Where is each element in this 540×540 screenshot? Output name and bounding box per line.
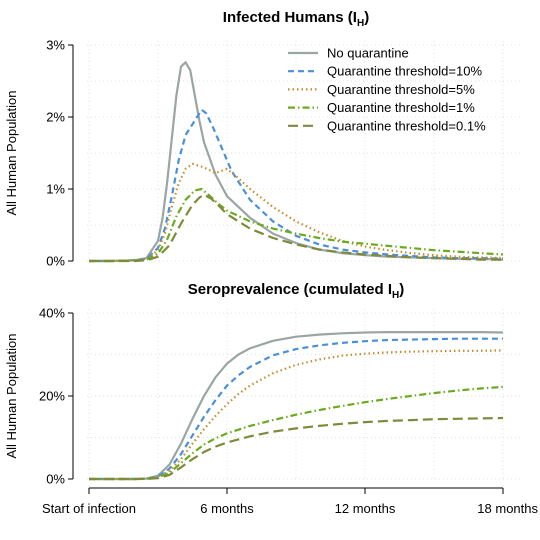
infected-series xyxy=(89,61,504,263)
x-tick-label: Start of infection xyxy=(42,501,136,516)
seroprevalence-series-3 xyxy=(89,385,504,481)
seroprevalence-series xyxy=(89,331,504,481)
seroprevalence-ylabel: All Human Population xyxy=(4,333,19,458)
legend-label-1: Quarantine threshold=10% xyxy=(327,64,482,79)
legend-label-4: Quarantine threshold=0.1% xyxy=(327,118,486,133)
x-tick-label: 6 months xyxy=(200,501,254,516)
seroprevalence-panel: Seroprevalence (cumulated IH) All Human … xyxy=(4,281,538,516)
x-tick-label: 18 months xyxy=(477,501,538,516)
infected-y-axis: 0% 1% 2% 3% xyxy=(46,38,74,269)
infected-series-4 xyxy=(89,193,503,263)
seroprevalence-series-4 xyxy=(89,416,504,481)
infected-humans-panel: Infected Humans (IH) All Human Populatio… xyxy=(4,9,523,269)
legend-label-3: Quarantine threshold=1% xyxy=(327,100,475,115)
seroprevalence-y-tick-label: 0% xyxy=(46,472,65,487)
seroprevalence-y-tick-label: 20% xyxy=(39,389,65,404)
seroprevalence-series-1 xyxy=(89,337,503,481)
x-tick-label: 12 months xyxy=(335,501,396,516)
legend-label-0: No quarantine xyxy=(327,46,409,61)
infected-y-tick-label: 3% xyxy=(46,38,65,53)
legend-label-2: Quarantine threshold=5% xyxy=(327,82,475,97)
infected-ylabel: All Human Population xyxy=(4,90,19,215)
infected-y-tick-label: 1% xyxy=(46,182,65,197)
infected-series-2 xyxy=(89,162,504,263)
infected-title: Infected Humans (IH) xyxy=(223,9,369,29)
legend: No quarantine Quarantine threshold=10% Qua… xyxy=(288,46,486,133)
x-axis: Start of infection 6 months 12 months 18 mo… xyxy=(42,487,538,516)
seroprevalence-title: Seroprevalence (cumulated IH) xyxy=(188,281,404,301)
seroprevalence-series-0 xyxy=(89,331,504,481)
infected-y-tick-label: 2% xyxy=(46,110,65,125)
seroprevalence-y-axis: 0% 20% 40% xyxy=(39,306,74,487)
infected-y-tick-label: 0% xyxy=(46,254,65,269)
seroprevalence-y-tick-label: 40% xyxy=(39,306,65,321)
infected-series-1 xyxy=(89,108,504,263)
infected-series-3 xyxy=(89,187,504,263)
seroprevalence-series-2 xyxy=(89,349,504,481)
